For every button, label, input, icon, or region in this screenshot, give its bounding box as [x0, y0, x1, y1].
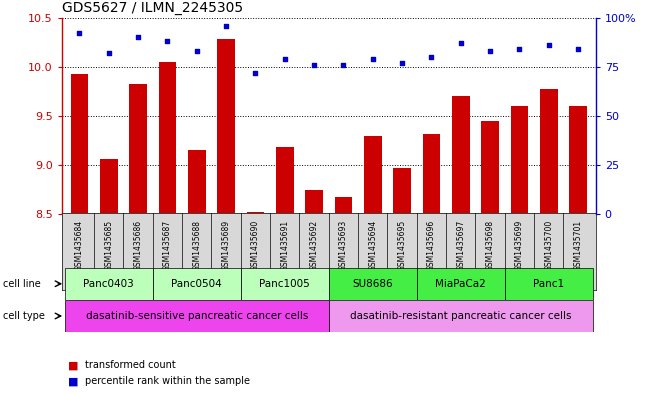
Bar: [153, 268, 241, 300]
Text: GSM1435690: GSM1435690: [251, 220, 260, 271]
Point: [573, 46, 583, 52]
Text: ■: ■: [68, 376, 83, 386]
Text: GDS5627 / ILMN_2245305: GDS5627 / ILMN_2245305: [62, 1, 243, 15]
Bar: [130, 83, 147, 214]
Point: [221, 22, 231, 29]
Point: [485, 48, 495, 54]
Bar: [241, 268, 329, 300]
Bar: [393, 168, 411, 214]
Point: [309, 62, 319, 68]
Point: [104, 50, 114, 56]
Text: cell line: cell line: [3, 279, 41, 289]
Text: GSM1435685: GSM1435685: [104, 220, 113, 271]
Text: transformed count: transformed count: [85, 360, 175, 371]
Text: SU8686: SU8686: [352, 279, 393, 289]
Text: GSM1435700: GSM1435700: [544, 220, 553, 271]
Text: GSM1435696: GSM1435696: [427, 220, 436, 271]
Text: dasatinib-sensitive pancreatic cancer cells: dasatinib-sensitive pancreatic cancer ce…: [85, 311, 308, 321]
Bar: [188, 150, 206, 214]
Bar: [335, 197, 352, 214]
Point: [162, 38, 173, 44]
Bar: [540, 89, 557, 214]
Bar: [569, 106, 587, 214]
Point: [74, 30, 85, 37]
Text: GSM1435687: GSM1435687: [163, 220, 172, 271]
Bar: [481, 121, 499, 214]
Point: [250, 70, 260, 76]
Bar: [505, 268, 592, 300]
Text: GSM1435689: GSM1435689: [221, 220, 230, 271]
Text: GSM1435701: GSM1435701: [574, 220, 583, 271]
Bar: [329, 268, 417, 300]
Text: dasatinib-resistant pancreatic cancer cells: dasatinib-resistant pancreatic cancer ce…: [350, 311, 572, 321]
Bar: [65, 300, 329, 332]
Point: [368, 56, 378, 62]
Point: [279, 56, 290, 62]
Point: [544, 42, 554, 48]
Text: cell type: cell type: [3, 311, 45, 321]
Bar: [71, 73, 89, 214]
Point: [133, 34, 143, 40]
Text: percentile rank within the sample: percentile rank within the sample: [85, 376, 249, 386]
Text: GSM1435697: GSM1435697: [456, 220, 465, 271]
Bar: [159, 62, 176, 214]
Bar: [329, 300, 592, 332]
Bar: [452, 96, 469, 214]
Text: GSM1435699: GSM1435699: [515, 220, 524, 271]
Text: GSM1435698: GSM1435698: [486, 220, 495, 271]
Bar: [305, 189, 323, 214]
Point: [426, 54, 437, 60]
Text: Panc1005: Panc1005: [259, 279, 310, 289]
Text: GSM1435691: GSM1435691: [281, 220, 289, 271]
Point: [397, 60, 408, 66]
Point: [456, 40, 466, 46]
Bar: [510, 106, 528, 214]
Text: GSM1435688: GSM1435688: [192, 220, 201, 270]
Text: GSM1435692: GSM1435692: [310, 220, 318, 271]
Bar: [100, 159, 118, 214]
Point: [339, 62, 349, 68]
Bar: [247, 212, 264, 214]
Text: GSM1435684: GSM1435684: [75, 220, 84, 271]
Point: [514, 46, 525, 52]
Text: Panc1: Panc1: [533, 279, 564, 289]
Point: [191, 48, 202, 54]
Text: GSM1435694: GSM1435694: [368, 220, 377, 271]
Bar: [65, 268, 153, 300]
Text: GSM1435693: GSM1435693: [339, 220, 348, 271]
Bar: [276, 147, 294, 214]
Text: Panc0504: Panc0504: [171, 279, 222, 289]
Text: Panc0403: Panc0403: [83, 279, 134, 289]
Bar: [422, 134, 440, 214]
Text: GSM1435686: GSM1435686: [133, 220, 143, 271]
Bar: [217, 39, 235, 214]
Text: GSM1435695: GSM1435695: [398, 220, 407, 271]
Bar: [417, 268, 505, 300]
Text: ■: ■: [68, 360, 83, 371]
Bar: [364, 136, 381, 214]
Text: MiaPaCa2: MiaPaCa2: [436, 279, 486, 289]
